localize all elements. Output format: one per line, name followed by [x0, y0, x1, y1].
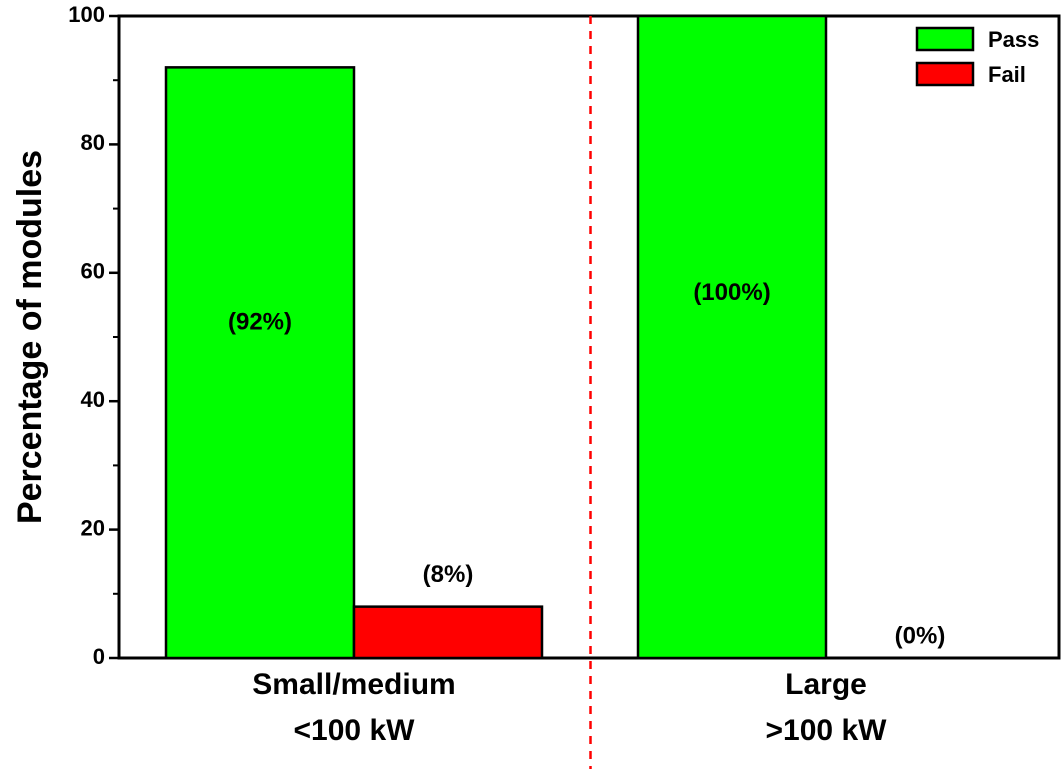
- data-label-fail-1: (0%): [895, 623, 946, 650]
- category-label-0-line1: Small/medium: [252, 668, 455, 701]
- category-label-1-line2: >100 kW: [766, 714, 888, 747]
- legend: Pass Fail: [915, 26, 1039, 87]
- y-tick-label: 0: [93, 644, 105, 669]
- legend-swatch-fail: [915, 61, 975, 87]
- data-label-pass-1: (100%): [693, 279, 770, 306]
- data-label-pass-0: (92%): [228, 308, 292, 335]
- bar-pass-1: [636, 14, 828, 660]
- y-axis-title: Percentage of modules: [11, 150, 49, 524]
- category-label-0-line2: <100 kW: [294, 714, 416, 747]
- y-tick-label: 40: [81, 387, 105, 412]
- category-label-1-line1: Large: [785, 668, 867, 701]
- y-tick-label: 100: [68, 2, 105, 27]
- y-tick-label: 80: [81, 130, 105, 155]
- legend-label-fail: Fail: [988, 62, 1026, 87]
- bar-pass-0: [164, 66, 356, 660]
- bar-fail-0: [352, 605, 544, 660]
- legend-label-pass: Pass: [988, 27, 1039, 52]
- legend-swatch-pass: [915, 26, 975, 52]
- data-label-fail-0: (8%): [423, 561, 474, 588]
- y-tick-label: 20: [81, 515, 105, 540]
- y-tick-label: 60: [81, 259, 105, 284]
